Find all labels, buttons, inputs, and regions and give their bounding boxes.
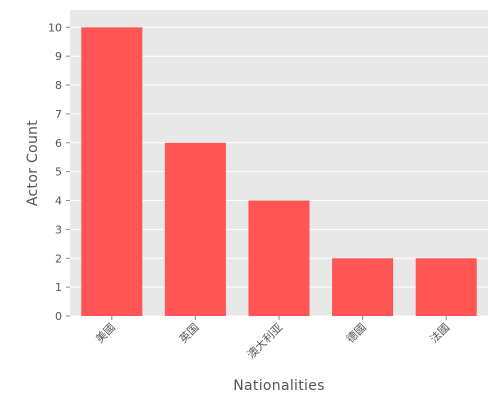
x-tick-label: 美國 [93,321,118,346]
y-tick-label: 3 [55,223,62,236]
y-tick-label: 0 [55,310,62,323]
bar [415,258,477,316]
x-tick-label: 英国 [176,320,201,345]
x-tick-label: 德國 [343,320,368,345]
y-tick-label: 5 [55,166,62,179]
bar [81,27,143,317]
x-tick-label: 法國 [427,320,452,345]
y-tick-label: 6 [55,137,62,150]
y-tick-label: 1 [55,281,62,294]
bar [164,142,226,316]
bars [81,27,477,317]
y-tick-label: 4 [55,195,62,208]
x-axis-title: Nationalities [233,378,324,394]
y-tick-label: 9 [55,50,62,63]
bar [332,258,394,316]
y-tick-label: 7 [55,108,62,121]
x-tick-label: 澳大利亚 [244,320,285,361]
y-axis-ticks: 0 1 2 3 4 5 6 7 8 9 10 [48,21,70,323]
x-axis-ticks: 美國 英国 澳大利亚 德國 法國 [93,316,452,361]
y-axis-title: Actor Count [25,120,41,206]
y-tick-label: 2 [55,252,62,265]
bar [248,200,310,316]
y-tick-label: 10 [48,21,62,34]
y-tick-label: 8 [55,79,62,92]
